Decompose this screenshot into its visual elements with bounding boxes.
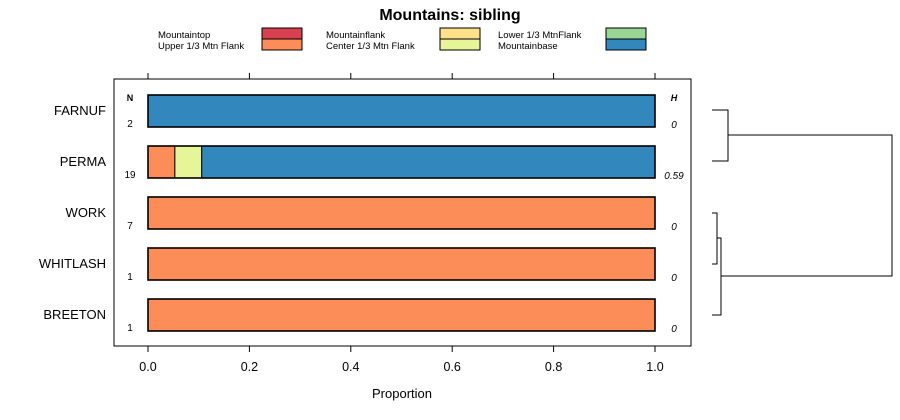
legend-label-center-1-3-mtn-flank: Center 1/3 Mtn Flank	[326, 41, 415, 52]
x-tick-label-3: 0.6	[444, 360, 461, 374]
h-header: H	[671, 93, 678, 103]
x-tick-label-0: 0.0	[139, 360, 156, 374]
x-tick-label-1: 0.2	[241, 360, 258, 374]
h-value-perma: 0.59	[664, 171, 684, 182]
legend-label-lower-1-3-mtnflank: Lower 1/3 MtnFlank	[498, 30, 582, 41]
row-label-whitlash: WHITLASH	[39, 256, 106, 271]
bar-work-upper-1-3-mtn-flank	[147, 196, 656, 230]
legend-swatch-mountainflank	[439, 27, 481, 40]
bar-farnuf-mountainbase	[147, 94, 656, 128]
x-axis: 0.0 0.2 0.4 0.6 0.8 1.0	[139, 73, 664, 374]
bar-perma-mountainbase	[201, 145, 656, 179]
legend-swatch-mountainbase	[605, 38, 647, 51]
bar-outline-breeton	[147, 298, 656, 332]
chart-title: Mountains: sibling	[379, 7, 520, 24]
dendrogram-root	[721, 134, 893, 277]
legend-swatch-lower-1-3-mtnflank	[605, 27, 647, 40]
n-header: N	[127, 93, 134, 103]
bar-breeton-upper-1-3-mtn-flank	[147, 298, 656, 332]
n-value-perma: 19	[124, 170, 136, 181]
n-value-breeton: 1	[127, 323, 133, 334]
legend-label-mountainflank: Mountainflank	[326, 30, 385, 41]
legend-label-mountainbase: Mountainbase	[498, 41, 558, 52]
dendrogram	[712, 109, 893, 316]
row-label-work: WORK	[66, 205, 107, 220]
row-label-farnuf: FARNUF	[54, 103, 106, 118]
h-value-whitlash: 0	[671, 273, 677, 284]
legend-swatch-center-1-3-mtn-flank	[439, 38, 481, 51]
h-value-farnuf: 0	[671, 120, 677, 131]
x-tick-label-2: 0.4	[342, 360, 359, 374]
x-tick-label-5: 1.0	[646, 360, 663, 374]
n-value-farnuf: 2	[127, 119, 133, 130]
bar-outline-perma	[147, 145, 656, 179]
legend-swatch-mountaintop	[261, 27, 303, 40]
h-value-breeton: 0	[671, 324, 677, 335]
rows: FARNUF 2 0 PERMA 19 0.59 WORK 7 0 WHITLASH 1 0 BREET…	[39, 94, 684, 335]
h-value-work: 0	[671, 222, 677, 233]
bar-outline-whitlash	[147, 247, 656, 281]
dendrogram-branch-farnuf-perma	[712, 109, 729, 162]
x-axis-title: Proportion	[372, 386, 432, 401]
bar-outline-farnuf	[147, 94, 656, 128]
legend-swatch-upper-1-3-mtn-flank	[261, 38, 303, 51]
row-label-perma: PERMA	[60, 154, 107, 169]
legend-label-upper-1-3-mtn-flank: Upper 1/3 Mtn Flank	[158, 41, 244, 52]
bar-perma-upper-1-3-mtn-flank	[147, 145, 176, 179]
bar-whitlash-upper-1-3-mtn-flank	[147, 247, 656, 281]
x-tick-label-4: 0.8	[545, 360, 562, 374]
legend-label-mountaintop: Mountaintop	[158, 30, 210, 41]
bar-perma-center-1-3-mtn-flank	[174, 145, 203, 179]
n-value-work: 7	[127, 221, 133, 232]
n-value-whitlash: 1	[127, 272, 133, 283]
plot-frame	[113, 78, 692, 347]
row-label-breeton: BREETON	[43, 307, 106, 322]
dendrogram-branch-work-whitlash	[712, 212, 718, 265]
bar-outline-work	[147, 196, 656, 230]
